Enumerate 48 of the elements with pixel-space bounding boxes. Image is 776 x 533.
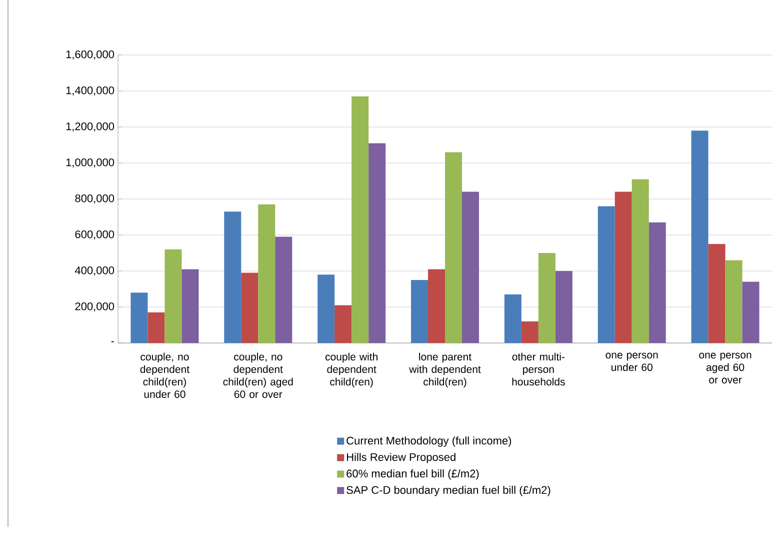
bar	[224, 212, 242, 343]
legend-label: Hills Review Proposed	[347, 452, 456, 464]
y-tick-label: 600,000	[75, 230, 114, 240]
bar	[598, 206, 615, 343]
x-tick-label: one person aged 60 or over	[699, 352, 752, 384]
bar	[258, 204, 276, 343]
bar	[538, 252, 556, 343]
bar	[275, 236, 292, 343]
bar	[352, 96, 369, 343]
x-tick-label: one person under 60	[606, 352, 658, 372]
bar	[148, 312, 165, 343]
x-tick-label: couple, no dependent child(ren) aged 60 or over	[223, 352, 293, 398]
y-tick-label: 400,000	[74, 266, 114, 276]
bar	[555, 271, 572, 343]
y-tick-label: 1,600,000	[66, 50, 114, 60]
bar	[462, 192, 479, 343]
x-tick-label: couple, no dependent child(ren) under 60	[140, 352, 190, 398]
bar	[632, 179, 649, 343]
bar	[334, 305, 352, 343]
legend-label: 60% median fuel bill (£/m2)	[346, 469, 479, 480]
x-tick-label: other multi-person households	[512, 352, 565, 386]
bar	[130, 292, 148, 343]
bar	[614, 192, 632, 343]
bar	[725, 260, 742, 343]
bar	[241, 272, 258, 343]
bar	[708, 244, 726, 343]
bar	[691, 130, 708, 343]
bar	[504, 294, 522, 343]
x-tick-label: couple with dependent child(ren)	[325, 352, 378, 388]
bar	[428, 269, 445, 343]
bar	[742, 282, 760, 343]
bar	[521, 321, 538, 343]
bar	[445, 152, 462, 343]
legend-label: SAP C-D boundary median fuel bill (£/m2)	[346, 486, 550, 496]
bar	[368, 143, 386, 343]
bar	[182, 269, 199, 343]
y-tick-label: 1,400,000	[66, 86, 114, 96]
bar	[318, 274, 335, 343]
y-tick-label: 200,000	[75, 302, 114, 312]
bar	[648, 222, 666, 343]
x-tick-label: lone parent with dependent child(ren)	[409, 352, 481, 388]
y-tick-label: 1,000,000	[66, 158, 114, 168]
legend-label: Current Methodology (full income)	[346, 436, 512, 447]
y-tick-label: 800,000	[75, 194, 114, 204]
bar	[164, 249, 182, 343]
bar	[411, 280, 428, 343]
y-tick-label: 1,200,000	[66, 122, 114, 132]
y-tick-label: -	[111, 341, 114, 342]
